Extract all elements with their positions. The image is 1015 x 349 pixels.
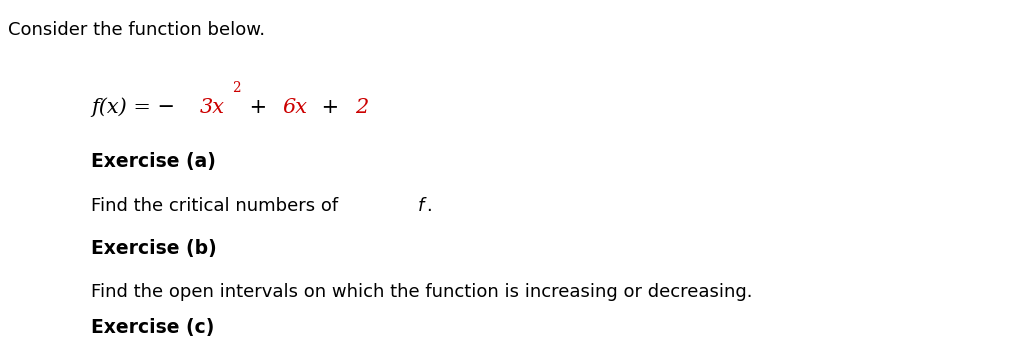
Text: Find the critical numbers of: Find the critical numbers of <box>91 197 344 215</box>
Text: +: + <box>244 98 274 117</box>
Text: Consider the function below.: Consider the function below. <box>8 21 265 39</box>
Text: Exercise (c): Exercise (c) <box>91 318 215 336</box>
Text: Exercise (b): Exercise (b) <box>91 239 217 258</box>
Text: Exercise (a): Exercise (a) <box>91 152 216 171</box>
Text: .: . <box>426 197 431 215</box>
Text: +: + <box>315 98 346 117</box>
Text: f: f <box>417 197 424 215</box>
Text: 2: 2 <box>232 81 241 95</box>
Text: 2: 2 <box>354 98 368 117</box>
Text: 3x: 3x <box>200 98 224 117</box>
Text: Find the open intervals on which the function is increasing or decreasing.: Find the open intervals on which the fun… <box>91 283 753 301</box>
Text: 6x: 6x <box>283 98 308 117</box>
Text: f(x) = −: f(x) = − <box>91 98 176 117</box>
